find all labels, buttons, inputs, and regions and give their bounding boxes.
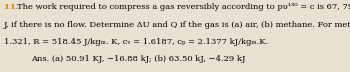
Text: J, if there is no flow. Determine ΔU and Q if the gas is (a) air, (b) methane. F: J, if there is no flow. Determine ΔU and… xyxy=(4,21,350,29)
Text: Ans. (a) 50.91 KJ, −16.88 kJ; (b) 63.50 kJ, −4.29 kJ: Ans. (a) 50.91 KJ, −16.88 kJ; (b) 63.50 … xyxy=(31,55,245,63)
Text: The work required to compress a gas reversibly according to pυ¹³⁰ = c is 67, 790: The work required to compress a gas reve… xyxy=(17,3,350,11)
Text: 1.321, R = 518.45 J/kgₘ. K, cᵥ = 1.6187, cₚ = 2.1377 kJ/kgₘ.K.: 1.321, R = 518.45 J/kgₘ. K, cᵥ = 1.6187,… xyxy=(4,38,268,46)
Text: 11.: 11. xyxy=(4,3,21,11)
